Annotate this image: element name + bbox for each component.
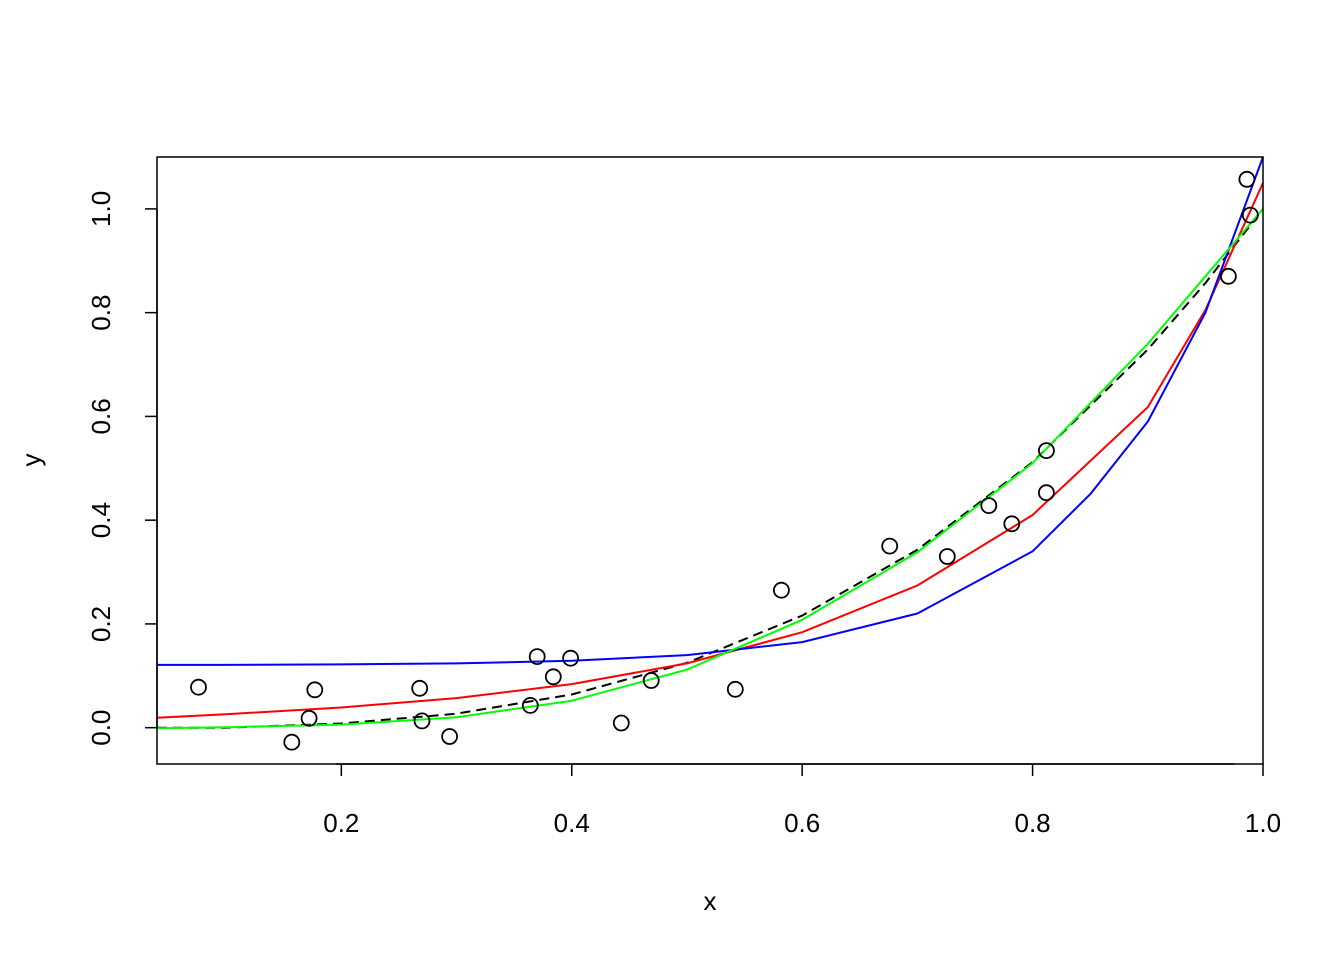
- x-tick-label: 0.8: [1015, 808, 1051, 838]
- data-point: [441, 728, 459, 745]
- data-point: [612, 714, 630, 732]
- x-axis-title: x: [704, 886, 717, 916]
- data-point: [642, 672, 660, 689]
- data-point: [938, 548, 956, 565]
- data-point: [190, 678, 207, 696]
- series-line-3: [157, 156, 1264, 666]
- data-point: [413, 712, 431, 730]
- data-point: [1238, 170, 1256, 188]
- data-point: [1241, 206, 1259, 224]
- x-tick-label: 0.6: [784, 808, 820, 838]
- y-tick-label: 1.0: [86, 191, 116, 227]
- data-point: [1220, 267, 1237, 285]
- y-tick-label: 0.6: [86, 398, 116, 434]
- x-tick-label: 0.2: [323, 808, 359, 838]
- x-tick-label: 0.4: [554, 808, 590, 838]
- y-tick-label: 0.8: [86, 295, 116, 331]
- data-point: [980, 497, 998, 515]
- data-point: [283, 733, 301, 751]
- data-point: [562, 649, 579, 667]
- y-tick-label: 0.4: [86, 502, 116, 538]
- points-layer: [190, 170, 1259, 751]
- plot-frame: [156, 156, 1264, 765]
- x-axis: 0.2 0.4 0.6 0.8 1.0: [323, 763, 1281, 838]
- data-point: [544, 668, 562, 686]
- data-point: [726, 680, 744, 698]
- x-tick-label: 1.0: [1245, 808, 1281, 838]
- y-tick-label: 0.0: [86, 710, 116, 746]
- y-axis-title: y: [16, 454, 46, 467]
- data-point: [306, 681, 324, 699]
- data-point: [528, 648, 546, 665]
- data-point: [521, 697, 539, 714]
- series-line-1: [157, 208, 1264, 729]
- data-point: [1038, 442, 1055, 460]
- data-point: [300, 709, 318, 727]
- data-point: [1003, 515, 1021, 533]
- series-line-2: [156, 182, 1264, 719]
- data-point: [773, 581, 790, 599]
- data-point: [411, 679, 429, 697]
- data-point: [1038, 484, 1055, 502]
- data-point: [881, 537, 899, 555]
- series-line-4: [156, 208, 1264, 730]
- series-layer: [156, 156, 1264, 730]
- y-axis: 0.0 0.2 0.4 0.6 0.8 1.0: [86, 191, 158, 746]
- y-tick-label: 0.2: [86, 606, 116, 642]
